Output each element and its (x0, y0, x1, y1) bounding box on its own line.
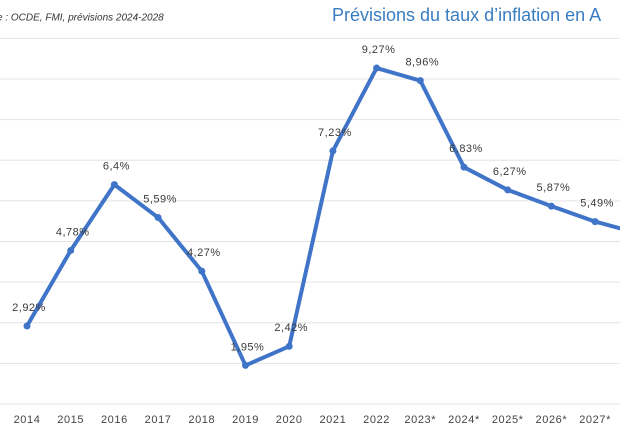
point (591, 218, 599, 226)
value-label: 4,78% (56, 226, 90, 238)
point (416, 77, 424, 85)
value-label: 6,27% (493, 166, 527, 178)
value-label: 5,49% (580, 198, 614, 210)
x-tick-label: 2019 (232, 414, 259, 426)
x-tick-label: 2022 (363, 414, 390, 426)
x-tick-label: 2018 (188, 414, 215, 426)
x-tick-label: 2023* (404, 414, 436, 426)
x-tick-label: 2026* (536, 414, 568, 426)
value-label: 6,4% (103, 161, 130, 173)
x-tick-label: 2020 (276, 414, 303, 426)
x-tick-label: 2027* (579, 414, 611, 426)
x-tick-label: 2014 (14, 414, 41, 426)
value-label: 6,83% (449, 143, 483, 155)
point (329, 147, 337, 155)
x-tick-label: 2015 (57, 414, 84, 426)
source: e : OCDE, FMI, prévisions 2024-2028 (0, 13, 164, 24)
x-tick-label: 2025* (492, 414, 524, 426)
value-label: 2,92% (12, 302, 46, 314)
point (242, 361, 249, 369)
point (67, 246, 75, 254)
point (198, 267, 206, 275)
point (23, 322, 31, 330)
point (460, 163, 468, 171)
value-label: 8,96% (405, 57, 439, 69)
value-label: 7,23% (318, 127, 352, 139)
point (547, 202, 555, 210)
x-tick-label: 2024* (448, 414, 480, 426)
value-label: 4,27% (187, 247, 221, 259)
value-label: 1,95% (231, 341, 265, 353)
x-tick-label: 2016 (101, 414, 128, 426)
x-tick-label: 2021 (319, 414, 346, 426)
value-label: 5,87% (537, 182, 571, 194)
point (110, 181, 118, 189)
value-label: 2,42% (274, 322, 308, 334)
point (504, 186, 512, 194)
point (373, 64, 381, 72)
line (25, 66, 620, 368)
chart-title: Prévisions du taux d’inflation en A (332, 5, 601, 25)
x-tick-label: 2017 (145, 414, 172, 426)
value-label: 9,27% (362, 44, 396, 56)
point (154, 214, 162, 222)
point (285, 342, 293, 350)
value-label: 5,59% (143, 193, 177, 205)
